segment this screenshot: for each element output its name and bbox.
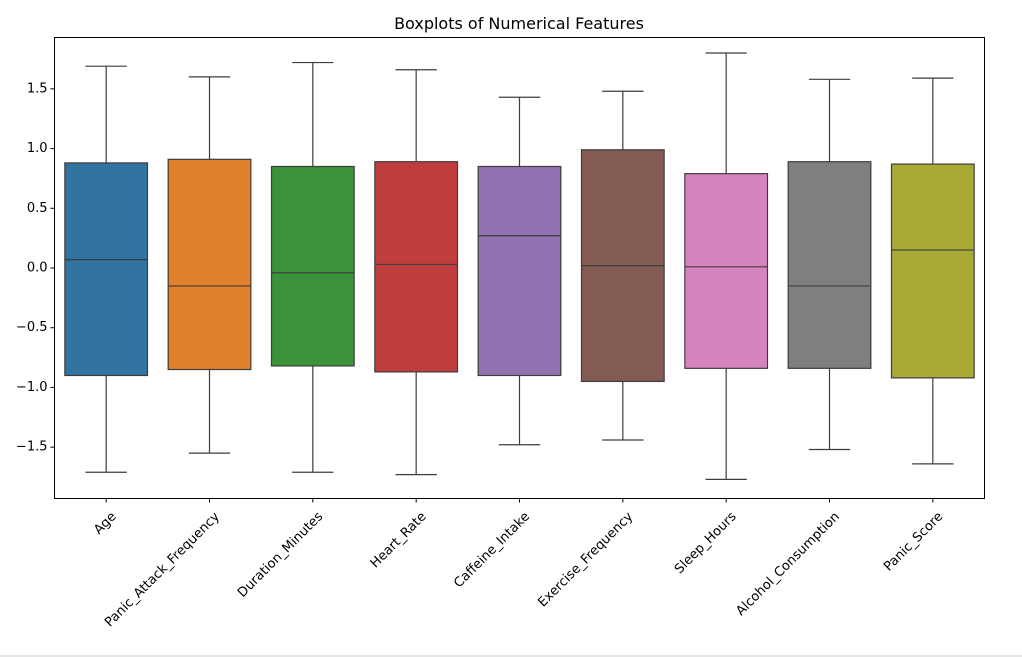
y-tick-label: 1.0 (27, 141, 48, 156)
box-iqr (64, 162, 149, 377)
x-tick-label: Age (91, 509, 119, 537)
x-tick-label: Exercise_Frequency (535, 509, 636, 610)
y-tick-label: 0.5 (27, 201, 48, 216)
box-group (684, 52, 769, 480)
window-bottom-edge (0, 655, 1022, 657)
box-iqr (477, 165, 562, 377)
box-group (580, 90, 665, 441)
box-iqr (167, 158, 252, 371)
axes-frame (54, 37, 985, 499)
box-iqr (684, 173, 769, 369)
x-tick-label: Caffeine_Intake (451, 509, 533, 591)
y-axis: −1.5 −1.0 −0.5 0.0 0.5 1.0 1.5 (16, 81, 55, 455)
x-tick-label: Heart_Rate (368, 509, 430, 571)
box-group (477, 96, 562, 446)
box-iqr (787, 161, 872, 369)
y-tick-label: −1.5 (16, 440, 48, 455)
box-iqr (270, 165, 355, 367)
chart-title: Boxplots of Numerical Features (394, 14, 644, 33)
x-tick-label: Panic_Score (881, 509, 946, 574)
y-tick-label: 1.5 (27, 81, 48, 96)
y-tick-label: −1.0 (16, 380, 48, 395)
x-tick-label: Sleep_Hours (672, 509, 740, 577)
y-tick-label: 0.0 (27, 261, 48, 276)
box-group (374, 69, 459, 476)
x-tick-label: Alcohol_Consumption (733, 509, 843, 619)
plot-area (64, 52, 975, 480)
x-tick-label: Panic_Attack_Frequency (102, 509, 223, 630)
box-group (787, 78, 872, 451)
box-group (890, 77, 975, 465)
box-iqr (890, 163, 975, 379)
y-tick-label: −0.5 (16, 320, 48, 335)
box-group (270, 61, 355, 473)
box-iqr (374, 161, 459, 373)
box-group (64, 65, 149, 473)
box-group (167, 76, 252, 454)
x-tick-label: Duration_Minutes (235, 509, 326, 600)
